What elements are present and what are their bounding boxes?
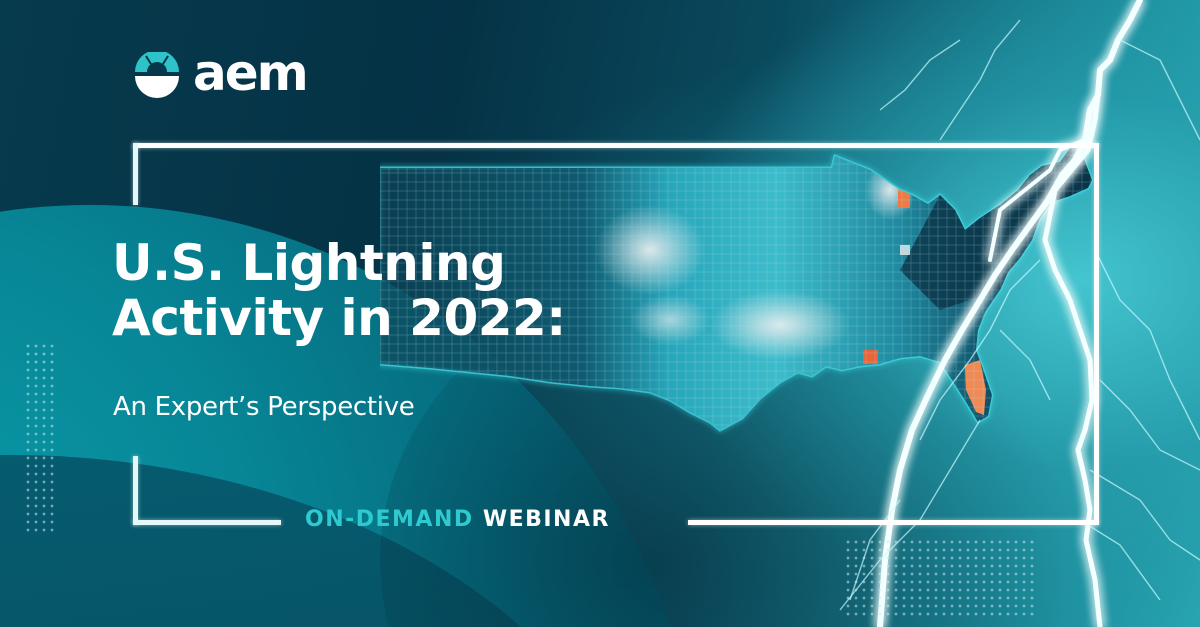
frame-top [133,143,1099,148]
headline-line-1: U.S. Lightning [112,234,506,292]
aem-sunrise-logo-icon [133,50,181,100]
webinar-label[interactable]: ON-DEMAND WEBINAR [305,507,610,532]
headline: U.S. Lightning Activity in 2022: [112,236,566,346]
webinar-text: WEBINAR [482,507,610,532]
aem-logo[interactable]: aem [133,48,309,100]
frame-bottom-left [133,520,281,525]
logo-text: aem [193,44,309,102]
subtitle: An Expert’s Perspective [113,392,415,422]
frame-left-bottom [133,456,138,525]
on-demand-label: ON-DEMAND [305,507,474,532]
dot-grid-bottom-right [844,538,1034,618]
headline-line-2: Activity in 2022: [112,289,566,347]
dot-grid-left [24,342,58,534]
frame-left-top [133,143,138,205]
frame-bottom-right [688,520,1099,525]
frame-right [1094,143,1099,525]
